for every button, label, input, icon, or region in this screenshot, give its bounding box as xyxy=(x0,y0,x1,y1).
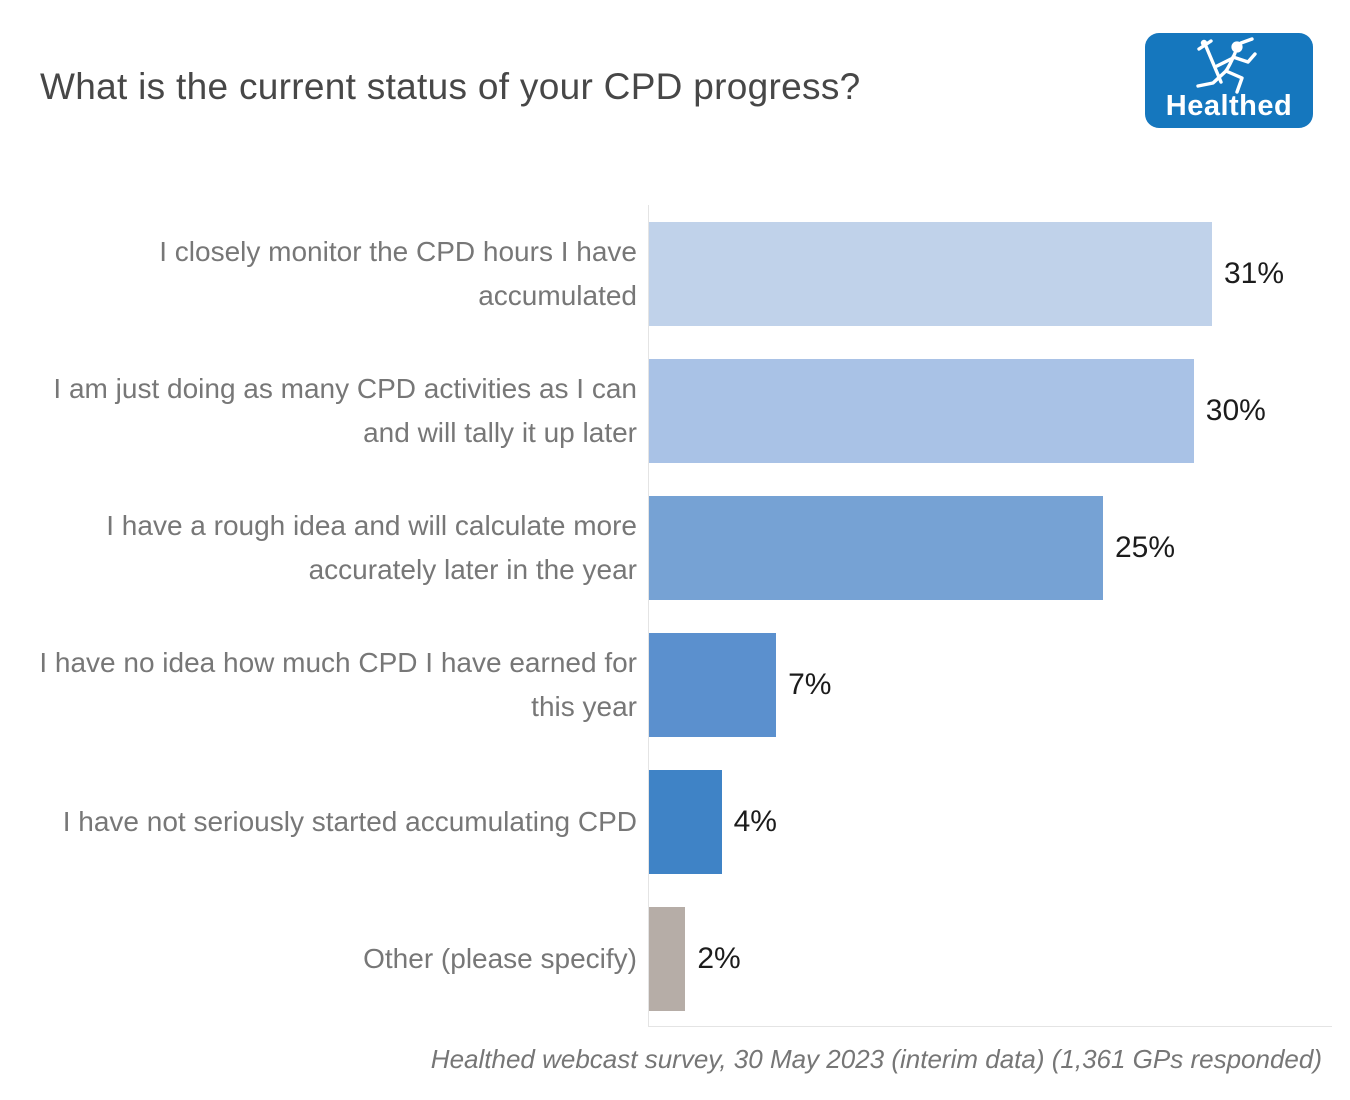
bar-track: 31% xyxy=(649,221,1350,326)
bar-row: I have not seriously started accumulatin… xyxy=(0,753,1350,890)
bar xyxy=(649,221,1212,326)
category-label: I have no idea how much CPD I have earne… xyxy=(39,647,637,722)
bar-row: I am just doing as many CPD activities a… xyxy=(0,342,1350,479)
category-label: I have a rough idea and will calculate m… xyxy=(106,510,637,585)
value-label: 25% xyxy=(1115,530,1176,564)
bar-chart: I closely monitor the CPD hours I have a… xyxy=(0,205,1350,1027)
bar xyxy=(649,906,686,1011)
category-label: I am just doing as many CPD activities a… xyxy=(53,373,637,448)
value-label: 2% xyxy=(697,941,741,975)
value-label: 4% xyxy=(733,804,777,838)
bar-row: Other (please specify) 2% xyxy=(0,890,1350,1027)
bar xyxy=(649,769,722,874)
bar-row: I have a rough idea and will calculate m… xyxy=(0,479,1350,616)
bar-track: 25% xyxy=(649,495,1350,600)
page-title: What is the current status of your CPD p… xyxy=(40,66,861,107)
value-label: 7% xyxy=(788,667,832,701)
bar-row: I have no idea how much CPD I have earne… xyxy=(0,616,1350,753)
bar-track: 30% xyxy=(649,358,1350,463)
bar-row: I closely monitor the CPD hours I have a… xyxy=(0,205,1350,342)
value-label: 31% xyxy=(1223,256,1284,290)
bar-track: 7% xyxy=(649,632,1350,737)
healthed-wordmark: Healthed xyxy=(1165,90,1293,122)
category-label: I closely monitor the CPD hours I have a… xyxy=(159,236,637,311)
hermes-runner-icon xyxy=(1171,36,1287,101)
bar-track: 2% xyxy=(649,906,1350,1011)
bar xyxy=(649,358,1194,463)
category-label: I have not seriously started accumulatin… xyxy=(62,805,637,837)
bar xyxy=(649,495,1103,600)
source-note: Healthed webcast survey, 30 May 2023 (in… xyxy=(430,1044,1322,1074)
healthed-logo: Healthed xyxy=(1145,33,1313,128)
category-label: Other (please specify) xyxy=(363,942,637,974)
value-label: 30% xyxy=(1205,393,1266,427)
bar xyxy=(649,632,777,737)
bar-track: 4% xyxy=(649,769,1350,874)
